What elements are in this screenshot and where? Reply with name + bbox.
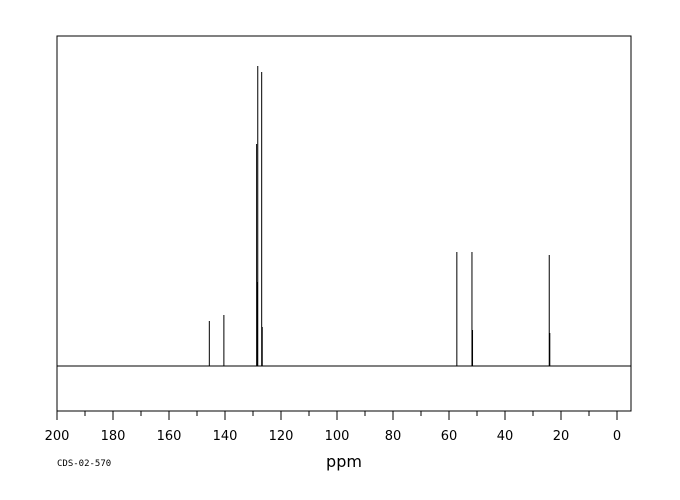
x-tick-label: 100 bbox=[325, 429, 350, 444]
x-tick-label: 160 bbox=[157, 429, 182, 444]
x-tick-label: 80 bbox=[385, 429, 402, 444]
x-tick-label: 0 bbox=[613, 429, 621, 444]
peaks-group bbox=[208, 66, 551, 366]
x-tick-label: 180 bbox=[101, 429, 126, 444]
x-axis-ticks: 200 180 160 140 120 100 80 60 40 20 0 bbox=[45, 411, 621, 444]
x-axis-label: ppm bbox=[326, 452, 362, 471]
x-tick-label: 120 bbox=[269, 429, 294, 444]
x-tick-label: 40 bbox=[497, 429, 514, 444]
x-tick-label: 60 bbox=[441, 429, 458, 444]
x-tick-label: 20 bbox=[553, 429, 570, 444]
x-tick-label: 140 bbox=[213, 429, 238, 444]
plot-frame bbox=[56, 35, 632, 412]
spectrum-code: CDS-02-570 bbox=[57, 459, 111, 469]
x-tick-label: 200 bbox=[45, 429, 70, 444]
